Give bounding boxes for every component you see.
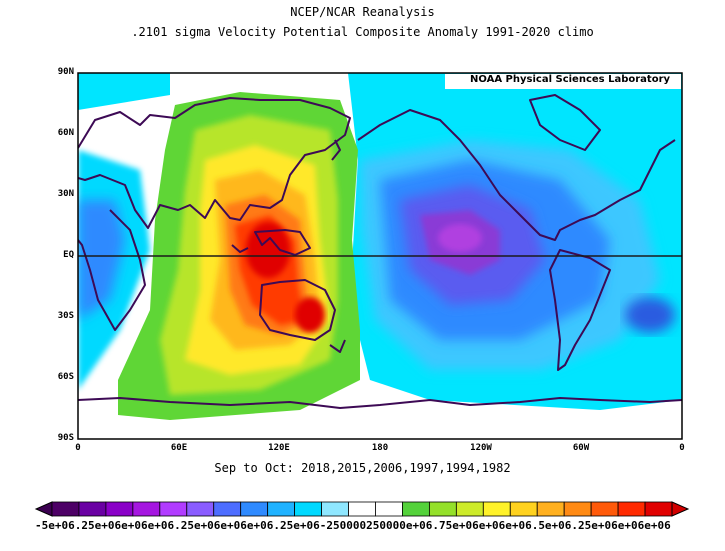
- colorbar-labels: -5e+06.25e+06e+06e+06.25e+06e+06e+06.25e…: [35, 519, 671, 532]
- map-subtitle: Sep to Oct: 2018,2015,2006,1997,1994,198…: [214, 461, 511, 475]
- coastlines: [78, 94, 682, 409]
- lon-label-0: 0: [75, 443, 81, 453]
- anomaly-field: [78, 73, 682, 439]
- chart-title: NCEP/NCAR Reanalysis: [290, 5, 435, 19]
- lat-label-2: 30N: [57, 189, 74, 199]
- lon-label-3: 180: [371, 443, 389, 453]
- lat-label-0: 90N: [57, 67, 74, 77]
- lat-label-1: 60N: [57, 128, 74, 138]
- lat-label-5: 60S: [57, 372, 74, 382]
- lat-label-4: 30S: [57, 311, 74, 321]
- lon-label-1: 60E: [170, 443, 188, 453]
- lon-label-4: 120W: [470, 443, 492, 453]
- lon-label-2: 120E: [268, 443, 290, 453]
- lat-label-3: EQ: [63, 250, 74, 260]
- credit-label: NOAA Physical Sciences Laboratory: [470, 74, 671, 85]
- chart-subtitle-top: .2101 sigma Velocity Potential Composite…: [131, 25, 594, 39]
- map-frame: [77, 72, 683, 440]
- lon-label-5: 60W: [572, 443, 590, 453]
- lat-label-6: 90S: [57, 433, 74, 443]
- lon-label-6: 0: [679, 443, 685, 453]
